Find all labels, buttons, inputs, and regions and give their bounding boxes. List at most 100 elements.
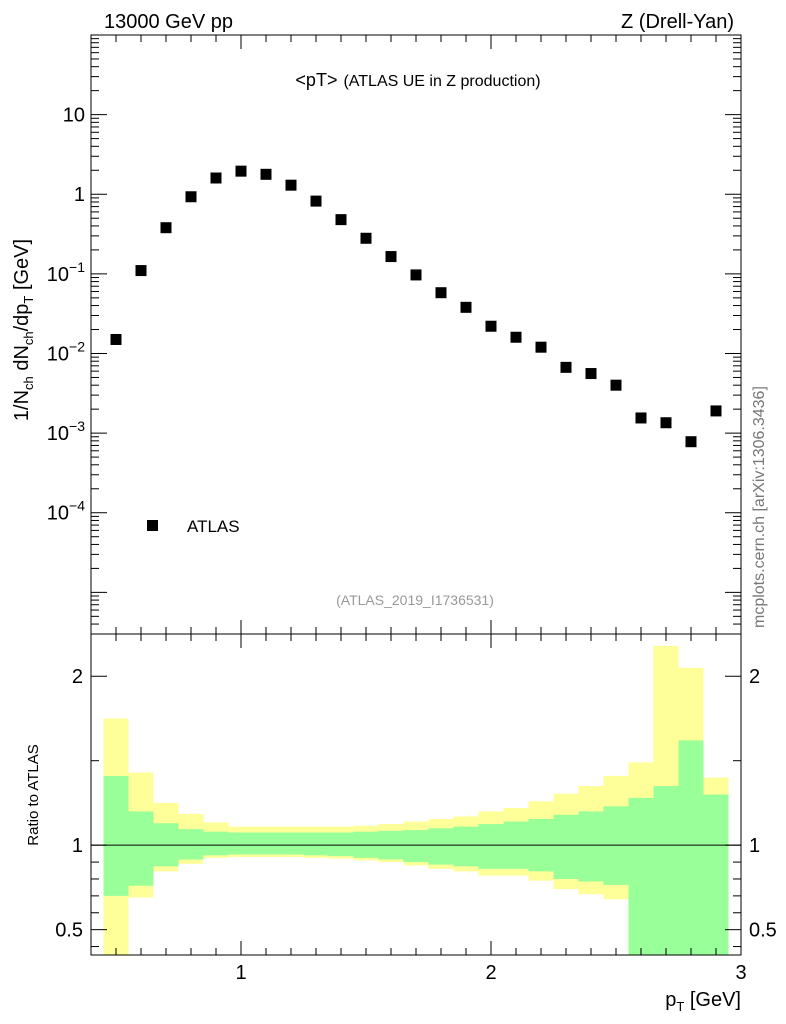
legend-label-atlas: ATLAS xyxy=(187,517,240,536)
main-axis-ticks xyxy=(91,34,741,635)
main-y-tick-label: 10−3 xyxy=(47,418,85,445)
data-point xyxy=(610,379,622,391)
ratio-bands-layer xyxy=(103,645,729,955)
ylabel-part-base: 1/N xyxy=(11,390,33,421)
ratio-inner-band-bin xyxy=(703,794,729,955)
analysis-label: (ATLAS_2019_I1736531) xyxy=(336,592,494,608)
ratio-panel: 0.5 0.5 1 1 2 2 1 2 3 Ratio to ATLAS pT [GeV] xyxy=(25,633,777,1014)
data-point xyxy=(585,368,597,380)
x-tick-label: 2 xyxy=(485,962,496,984)
ratio-y-axis-label: Ratio to ATLAS xyxy=(25,744,42,845)
ratio-inner-band-bin xyxy=(253,832,279,855)
ratio-inner-band-bin xyxy=(103,775,129,896)
data-point xyxy=(510,331,522,343)
main-y-tick-label: 10−2 xyxy=(47,338,85,365)
ylabel-part-tail: /dp xyxy=(11,304,33,332)
ratio-inner-band-bin xyxy=(328,832,354,857)
xlabel-part-p: p xyxy=(665,989,676,1011)
data-point xyxy=(285,179,297,191)
ratio-y-tick-label-left: 2 xyxy=(72,666,83,688)
ratio-y-tick-label-right: 0.5 xyxy=(749,920,777,942)
ratio-axis-ticks xyxy=(91,634,741,955)
main-title-subtitle: (ATLAS UE in Z production) xyxy=(343,73,540,90)
x-tick-label: 1 xyxy=(235,962,246,984)
data-point xyxy=(360,232,372,244)
ratio-inner-band-bin xyxy=(453,826,479,867)
data-point xyxy=(135,265,147,277)
ratio-inner-band-bin xyxy=(403,829,429,863)
ratio-plot-frame xyxy=(90,633,742,956)
ratio-y-tick-label-right: 2 xyxy=(749,666,760,688)
data-point xyxy=(235,165,247,177)
data-point xyxy=(160,222,172,234)
main-y-tick-label: 10−4 xyxy=(47,498,85,525)
legend-marker-atlas xyxy=(147,520,158,531)
ratio-inner-band-bin xyxy=(278,832,304,855)
tick-mantissa: 10 xyxy=(47,264,69,286)
main-plot-frame xyxy=(90,34,742,635)
data-point xyxy=(260,168,272,180)
ratio-inner-band-bin xyxy=(553,814,579,879)
ratio-tick-labels: 0.5 0.5 1 1 2 2 1 2 3 xyxy=(55,666,777,984)
ratio-inner-band-bin xyxy=(678,740,704,955)
ylabel-part-mid: dN xyxy=(11,345,33,376)
main-y-tick-label: 1 xyxy=(74,184,85,206)
ratio-inner-band-bin xyxy=(653,786,679,955)
data-point xyxy=(535,341,547,353)
data-point xyxy=(560,361,572,373)
data-point xyxy=(710,405,722,417)
ratio-inner-band-bin xyxy=(203,831,229,856)
main-points-layer xyxy=(110,165,722,448)
tick-mantissa: 10 xyxy=(47,503,69,525)
tick-exponent: −4 xyxy=(69,498,85,514)
main-title: <pT> (ATLAS UE in Z production) xyxy=(295,70,540,90)
ylabel-part-sub1: ch xyxy=(21,376,36,390)
main-y-tick-label: 10 xyxy=(63,105,85,127)
tick-exponent: −1 xyxy=(69,259,85,275)
ylabel-part-sub2: ch xyxy=(21,331,36,345)
data-point xyxy=(460,301,472,313)
ratio-inner-band-bin xyxy=(478,824,504,869)
xlabel-part-sub: T xyxy=(676,999,684,1014)
xlabel-part-unit: [GeV] xyxy=(684,989,741,1011)
ratio-inner-band-bin xyxy=(428,828,454,865)
ratio-inner-band-bin xyxy=(178,829,204,860)
ratio-y-tick-label-left: 1 xyxy=(72,835,83,857)
tick-exponent: −2 xyxy=(69,338,85,354)
header-process-name: Z (Drell-Yan) xyxy=(621,11,734,33)
ratio-inner-band-bin xyxy=(578,811,604,882)
x-axis-label: pT [GeV] xyxy=(665,989,741,1014)
ratio-y-tick-label-right: 1 xyxy=(749,835,760,857)
tick-mantissa: 10 xyxy=(47,343,69,365)
data-point xyxy=(685,436,697,448)
header-process-energy: 13000 GeV pp xyxy=(104,11,233,33)
side-source-label: mcplots.cern.ch [arXiv:1306.3436] xyxy=(751,386,768,628)
main-title-observable: <pT> xyxy=(295,70,337,90)
data-point xyxy=(185,191,197,203)
ratio-inner-band-bin xyxy=(628,797,654,955)
data-point xyxy=(310,195,322,207)
main-y-axis-label: 1/Nch dNch/dpT [GeV] xyxy=(11,239,36,421)
ratio-inner-band-bin xyxy=(303,832,329,856)
data-point xyxy=(435,287,447,299)
data-point xyxy=(485,320,497,332)
tick-mantissa: 10 xyxy=(47,423,69,445)
data-point xyxy=(635,412,647,424)
ratio-inner-band-bin xyxy=(128,811,154,886)
data-point xyxy=(660,417,672,429)
data-point xyxy=(410,269,422,281)
main-y-tick-label: 10−1 xyxy=(47,259,85,286)
x-tick-label: 3 xyxy=(735,962,746,984)
data-point xyxy=(385,251,397,263)
ylabel-part-sub3: T xyxy=(21,296,36,304)
ratio-y-tick-label-left: 0.5 xyxy=(55,920,83,942)
tick-exponent: −3 xyxy=(69,418,85,434)
data-point xyxy=(110,333,122,345)
ratio-inner-band-bin xyxy=(228,832,254,855)
data-point xyxy=(335,214,347,226)
data-point xyxy=(210,172,222,184)
ylabel-part-unit: [GeV] xyxy=(11,239,33,296)
